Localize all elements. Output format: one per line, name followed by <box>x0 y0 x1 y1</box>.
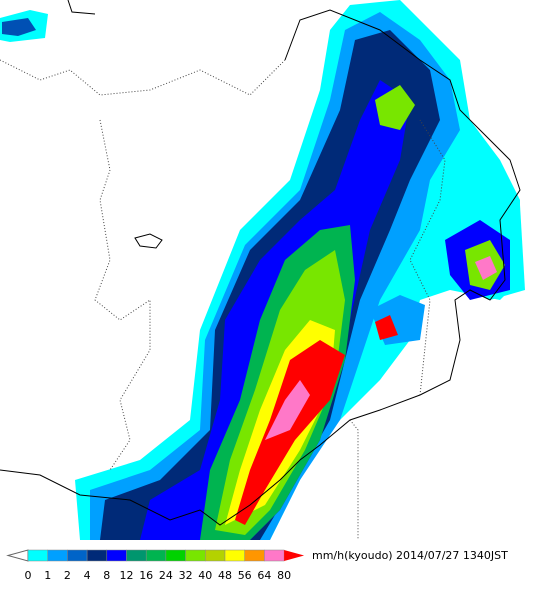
legend-under <box>6 549 29 562</box>
legend-label: 80 <box>277 569 291 582</box>
legend-swatch <box>244 549 265 562</box>
legend-swatch <box>27 549 48 562</box>
legend-swatch <box>86 549 108 562</box>
legend-label: 4 <box>84 569 91 582</box>
legend: 0 1 2 4 8 12 16 24 32 40 48 56 64 80 <box>6 549 305 582</box>
legend-swatch <box>126 549 147 562</box>
legend-swatch <box>205 549 226 562</box>
legend-swatch <box>47 549 68 562</box>
legend-swatch <box>67 549 88 562</box>
legend-label: 40 <box>198 569 212 582</box>
legend-label: 2 <box>64 569 71 582</box>
legend-swatch <box>185 549 206 562</box>
legend-swatch <box>145 549 167 562</box>
legend-over <box>284 550 305 561</box>
legend-label: 16 <box>139 569 153 582</box>
legend-label: 0 <box>25 569 32 582</box>
legend-unit: mm/h(kyoudo) <box>312 549 393 562</box>
legend-swatch <box>165 549 186 562</box>
timestamp: 2014/07/27 1340JST <box>396 549 508 562</box>
legend-label: 24 <box>159 569 173 582</box>
legend-label: 64 <box>257 569 271 582</box>
legend-label: 8 <box>103 569 110 582</box>
rain-field <box>0 0 525 540</box>
legend-label: 48 <box>218 569 232 582</box>
legend-label: 56 <box>238 569 252 582</box>
map-lines <box>0 0 521 540</box>
legend-swatch <box>224 549 245 562</box>
legend-label: 1 <box>44 569 51 582</box>
legend-label: 32 <box>179 569 193 582</box>
legend-swatch <box>264 549 285 562</box>
legend-label: 12 <box>120 569 134 582</box>
legend-swatch <box>106 549 127 562</box>
